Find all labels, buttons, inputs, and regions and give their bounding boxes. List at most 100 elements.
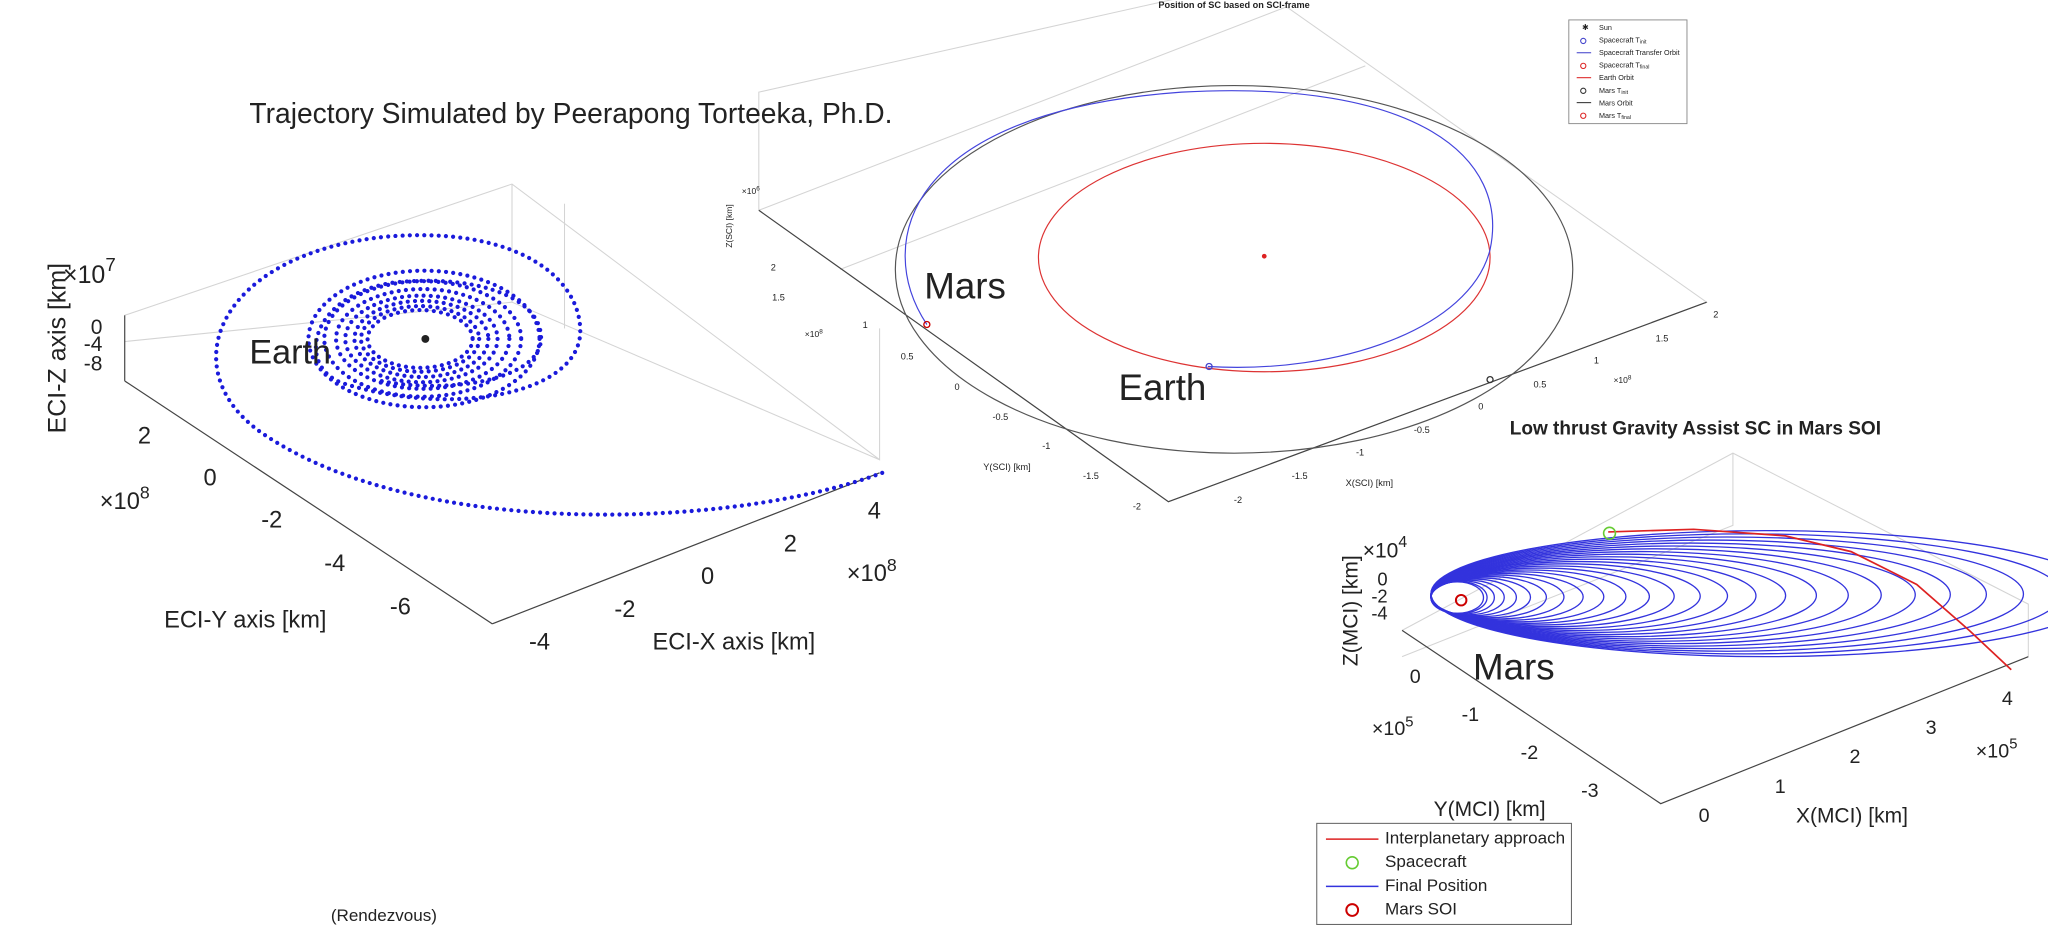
tick-label: -2 [1234,495,1242,505]
multiplier-base: ×10 [1372,718,1405,740]
annotation: Earth [249,334,331,372]
axis-label: ECI-X axis [km] [652,630,815,656]
orbit-loop [1430,529,2048,658]
multiplier-base: ×10 [847,561,887,587]
tick-label: 2 [771,262,776,272]
legend-label: Mars SOI [1385,900,1457,919]
multiplier-base: ×10 [63,261,105,289]
orbit-loop [1430,565,1675,628]
axis-multiplier: ×108 [1613,374,1631,385]
legend-text: Earth Orbit [1599,73,1634,82]
multiplier-base: ×10 [100,489,140,515]
legend-label: Spacecraft Tfinal [1599,61,1649,71]
axis-multiplier: ×104 [1363,534,1408,562]
tick-label: -4 [1371,602,1387,623]
multiplier-power: 5 [2009,737,2017,753]
tick-label: -8 [84,353,103,376]
tick-label: 1 [1594,356,1599,366]
legend-text: Mars T [1599,86,1622,95]
tick-label: -6 [390,594,411,620]
tick-label: 2 [784,531,797,557]
axis-multiplier: ×105 [1976,737,2018,763]
annotation: Mars [924,266,1006,307]
legend-subscript: init [1640,40,1647,46]
legend-label: Earth Orbit [1599,73,1634,82]
tick-label: 2 [1713,310,1718,320]
slide-title: Trajectory Simulated by Peerapong Tortee… [249,97,892,129]
multiplier-power: 6 [756,185,760,192]
legend-text: Spacecraft Transfer Orbit [1599,48,1680,57]
orbit-loop [1430,548,1882,642]
legend-label: Spacecraft [1385,852,1467,871]
multiplier-base: ×10 [805,329,820,339]
eci-plot [124,183,885,625]
tick-label: 0 [1410,666,1421,688]
legend-subscript: final [1640,65,1650,71]
axis-multiplier: ×107 [63,254,116,289]
tick-label: -3 [1581,780,1599,802]
multiplier-power: 8 [1628,374,1632,381]
annotation: Earth [1119,367,1207,408]
tick-label: 0 [1699,805,1710,827]
axis-label: Y(SCI) [km] [983,462,1030,472]
legend-text: Sun [1599,23,1612,32]
tick-label: 1.5 [772,293,785,303]
annotation: Mars [1473,646,1555,687]
axis-label: X(MCI) [km] [1796,804,1908,827]
tick-label: 4 [2002,688,2013,710]
axis-label: X(SCI) [km] [1346,478,1393,488]
tick-label: -1 [1462,704,1480,726]
legend-label: Sun [1599,23,1612,32]
tick-label: 1 [1775,776,1786,798]
multiplier-power: 8 [819,328,823,335]
legend-marker: ✱ [1582,23,1589,32]
tick-label: -4 [529,630,550,656]
legend-text: Spacecraft T [1599,35,1640,44]
axis-multiplier: ×108 [847,554,897,587]
tick-label: -1 [1356,448,1364,458]
tick-label: 0 [91,316,103,339]
legend-text: Mars T [1599,111,1622,120]
multiplier-base: ×10 [1363,539,1399,562]
legend-label: Spacecraft Transfer Orbit [1599,48,1680,57]
tick-label: 4 [868,498,881,524]
tick-label: 1 [863,320,868,330]
multiplier-power: 8 [140,482,150,502]
tick-label: -0.5 [992,412,1008,422]
mci-plot [1316,452,2048,925]
axis-multiplier: ×108 [100,482,150,515]
tick-label: -2 [1371,585,1387,606]
tick-label: -1 [1042,441,1050,451]
sci-plot: ✱ [758,0,1708,503]
tick-label: -2 [614,597,635,623]
multiplier-base: ×10 [742,186,757,196]
axis-multiplier: ×108 [805,328,823,339]
plot-title: Low thrust Gravity Assist SC in Mars SOI [1510,419,1881,440]
legend-label: Mars Orbit [1599,98,1633,107]
multiplier-power: 4 [1398,534,1407,551]
tick-label: 2 [1850,746,1861,768]
axis-label: ECI-Y axis [km] [164,607,326,633]
multiplier-base: ×10 [1613,375,1628,385]
axis-label: Z(SCI) [km] [724,204,734,248]
tick-label: 0.5 [1534,379,1547,389]
tick-label: 0 [203,466,216,492]
axis-label: ECI-Z axis [km] [44,263,72,433]
legend-label: Final Position [1385,876,1487,895]
tick-label: -2 [1521,742,1539,764]
tick-label: -0.5 [1414,425,1430,435]
tick-label: -4 [324,551,345,577]
orbit-loop [1430,563,1701,630]
footer-text: (Rendezvous) [331,906,437,925]
multiplier-power: 5 [1405,714,1413,730]
tick-label: 0 [1377,568,1387,589]
plot-title: Position of SC based on SCI-frame [1158,0,1309,10]
axis-label: Z(MCI) [km] [1340,555,1363,666]
tick-label: 0 [701,564,714,590]
legend-label: Mars Tinit [1599,86,1629,96]
legend-text: Spacecraft T [1599,61,1640,70]
tick-label: 3 [1926,717,1937,739]
multiplier-power: 8 [887,554,897,574]
tick-label: 0.5 [901,352,914,362]
